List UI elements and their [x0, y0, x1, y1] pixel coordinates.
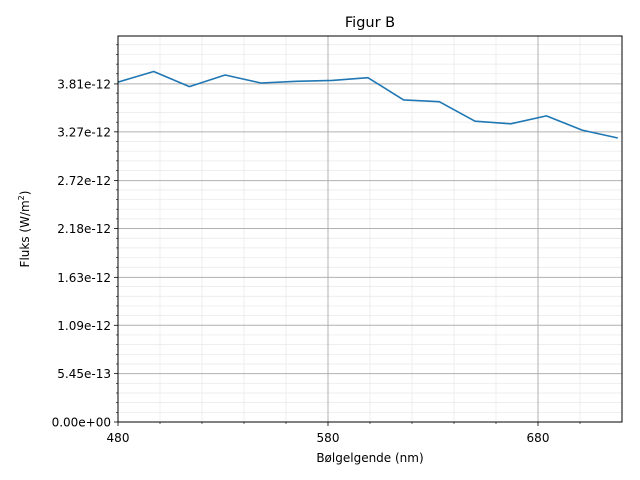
y-axis: 0.00e+00 5.45e-13 1.09e-12 1.63e-12 2.18e-12… — [52, 44, 118, 430]
y-tick-label: 0.00e+00 — [52, 416, 111, 430]
y-tick-label: 2.18e-12 — [57, 222, 111, 236]
y-tick-label: 1.09e-12 — [57, 319, 111, 333]
y-tick-label: 5.45e-13 — [57, 367, 111, 381]
x-axis-label: Bølgelgende (nm) — [316, 451, 423, 465]
x-tick-label: 480 — [107, 431, 130, 445]
x-axis: 480 580 680 — [107, 422, 581, 445]
y-axis-label: Fluks (W/m2) — [17, 191, 32, 268]
y-axis-label-close: ) — [18, 191, 32, 196]
chart-title: Figur B — [345, 15, 395, 31]
y-tick-label: 3.81e-12 — [57, 77, 111, 91]
y-tick-label: 1.63e-12 — [57, 271, 111, 285]
y-tick-label: 3.27e-12 — [57, 125, 111, 139]
y-axis-label-superscript: 2 — [17, 195, 26, 200]
x-tick-label: 580 — [317, 431, 340, 445]
y-tick-label: 2.72e-12 — [57, 174, 111, 188]
series-line — [117, 70, 618, 139]
x-tick-label: 680 — [527, 431, 550, 445]
y-axis-label-main: Fluks (W/m — [18, 200, 32, 267]
